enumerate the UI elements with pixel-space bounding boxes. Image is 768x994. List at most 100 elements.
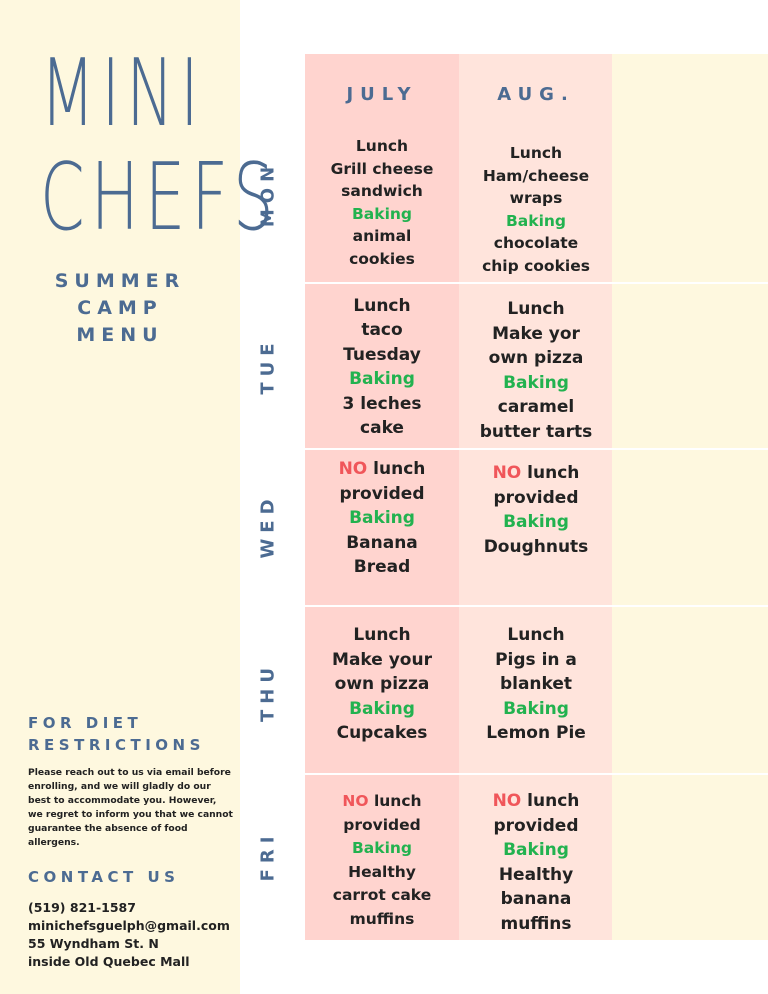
menu-line: chip cookies	[482, 256, 590, 275]
menu-cell-july-mon: Lunch Grill cheese sandwich Baking anima…	[305, 135, 459, 270]
baking-label: Baking	[503, 698, 569, 719]
menu-line: Pigs in a	[495, 649, 577, 670]
baking-label: Baking	[349, 698, 415, 719]
menu-line: Doughnuts	[483, 536, 589, 557]
baking-label: Baking	[351, 839, 413, 857]
row-divider	[305, 773, 768, 775]
diet-text-line: allergens.	[28, 837, 80, 848]
no-label: NO	[492, 463, 522, 483]
menu-line: NO lunch	[459, 461, 613, 486]
menu-line: provided	[493, 815, 579, 836]
diet-text-line: guarantee the absence of food	[28, 823, 188, 834]
menu-cell-aug-thu: Lunch Pigs in a blanket Baking Lemon Pie	[459, 623, 613, 746]
menu-cell-aug-mon: Lunch Ham/cheese wraps Baking chocolate …	[459, 142, 613, 277]
diet-text-line: enrolling, and we will gladly do our	[28, 781, 211, 792]
subtitle: SUMMER CAMP MENU	[0, 268, 240, 349]
column-empty	[612, 54, 768, 940]
menu-line: Lemon Pie	[486, 723, 586, 743]
menu-line: 3 leches	[342, 393, 422, 414]
menu-cell-july-tue: Lunch taco Tuesday Baking 3 leches cake	[305, 294, 459, 440]
menu-line: Banana	[346, 532, 418, 553]
menu-cell-aug-fri: NO lunch provided Baking Healthy banana …	[459, 789, 613, 936]
menu-line: banana	[500, 889, 572, 909]
month-header-july: JULY	[346, 84, 418, 105]
contact-info: (519) 821-1587 minichefsguelph@gmail.com…	[28, 899, 230, 971]
column-aug	[459, 54, 612, 940]
menu-line: own pizza	[334, 674, 430, 694]
menu-cell-july-wed: NO lunch provided Baking Banana Bread	[305, 457, 459, 580]
menu-cell-aug-wed: NO lunch provided Baking Doughnuts	[459, 461, 613, 559]
menu-line: blanket	[499, 674, 573, 694]
column-july	[305, 54, 459, 940]
menu-line: muffins	[349, 909, 415, 928]
contact-phone[interactable]: (519) 821-1587	[28, 900, 136, 915]
baking-label: Baking	[349, 369, 415, 390]
baking-label: Baking	[503, 512, 569, 533]
menu-line: butter tarts	[479, 421, 593, 442]
menu-line: Healthy	[348, 862, 416, 881]
menu-line: chocolate	[493, 234, 579, 252]
menu-line: carrot cake	[332, 886, 432, 904]
menu-line: Tuesday	[343, 344, 421, 365]
menu-line: own pizza	[488, 348, 584, 368]
menu-line: Bread	[353, 557, 411, 578]
menu-line: Make your	[332, 649, 432, 670]
baking-label: Baking	[503, 840, 569, 860]
month-header-aug: AUG.	[497, 84, 575, 105]
day-text: THU	[257, 662, 279, 722]
no-label: NO	[342, 792, 369, 810]
row-divider	[305, 282, 768, 284]
menu-line: Cupcakes	[336, 723, 428, 743]
baking-label: Baking	[351, 204, 413, 223]
menu-line: muffins	[500, 913, 572, 934]
menu-text: lunch	[368, 792, 422, 810]
menu-line: NO lunch	[305, 790, 459, 814]
diet-heading-line: FOR DIET	[28, 714, 143, 732]
diet-text-line: we regret to inform you that we cannot	[28, 809, 233, 820]
contact-address: 55 Wyndham St. N	[28, 936, 159, 951]
menu-line: Lunch	[509, 144, 563, 162]
contact-location: inside Old Quebec Mall	[28, 954, 190, 969]
contact-email[interactable]: minichefsguelph@gmail.com	[28, 918, 230, 933]
menu-line: taco	[361, 320, 403, 341]
baking-label: Baking	[349, 508, 415, 529]
row-divider	[305, 605, 768, 607]
menu-cell-july-fri: NO lunch provided Baking Healthy carrot …	[305, 790, 459, 931]
menu-line: NO lunch	[459, 789, 613, 814]
menu-line: Healthy	[498, 864, 574, 885]
menu-line: provided	[339, 483, 425, 504]
no-label: NO	[338, 459, 368, 479]
menu-line: provided	[343, 815, 421, 834]
menu-line: Lunch	[353, 296, 411, 316]
menu-text: lunch	[521, 791, 580, 811]
menu-cell-aug-tue: Lunch Make yor own pizza Baking caramel …	[459, 297, 613, 444]
baking-label: Baking	[505, 211, 567, 230]
menu-line: Lunch	[355, 137, 409, 155]
diet-text-line: Please reach out to us via email before	[28, 767, 231, 778]
menu-line: Make yor	[492, 323, 580, 344]
menu-text: lunch	[521, 463, 580, 483]
menu-line: animal	[352, 227, 412, 245]
title-line-2: CHEFS	[40, 144, 280, 253]
diet-heading-line: RESTRICTIONS	[28, 736, 205, 754]
row-divider	[305, 448, 768, 450]
menu-line: caramel	[497, 397, 575, 417]
diet-restrictions-heading: FOR DIET RESTRICTIONS	[28, 712, 205, 756]
menu-line: cookies	[349, 249, 415, 268]
menu-line: NO lunch	[305, 457, 459, 482]
day-text: TUE	[257, 337, 279, 395]
day-text: WED	[257, 493, 279, 559]
menu-text: lunch	[367, 459, 426, 479]
contact-heading: CONTACT US	[28, 868, 180, 886]
menu-line: sandwich	[341, 182, 423, 200]
subtitle-line: SUMMER	[54, 270, 186, 292]
title-line-1: MINI	[40, 40, 205, 149]
no-label: NO	[492, 791, 522, 811]
subtitle-line: CAMP	[77, 297, 163, 319]
baking-label: Baking	[503, 372, 569, 393]
sidebar: MINI CHEFS SUMMER CAMP MENU FOR DIET RES…	[0, 0, 280, 994]
menu-line: Lunch	[507, 299, 565, 319]
menu-line: wraps	[509, 189, 563, 207]
menu-cell-july-thu: Lunch Make your own pizza Baking Cupcake…	[305, 623, 459, 746]
day-text: MON	[257, 160, 279, 228]
